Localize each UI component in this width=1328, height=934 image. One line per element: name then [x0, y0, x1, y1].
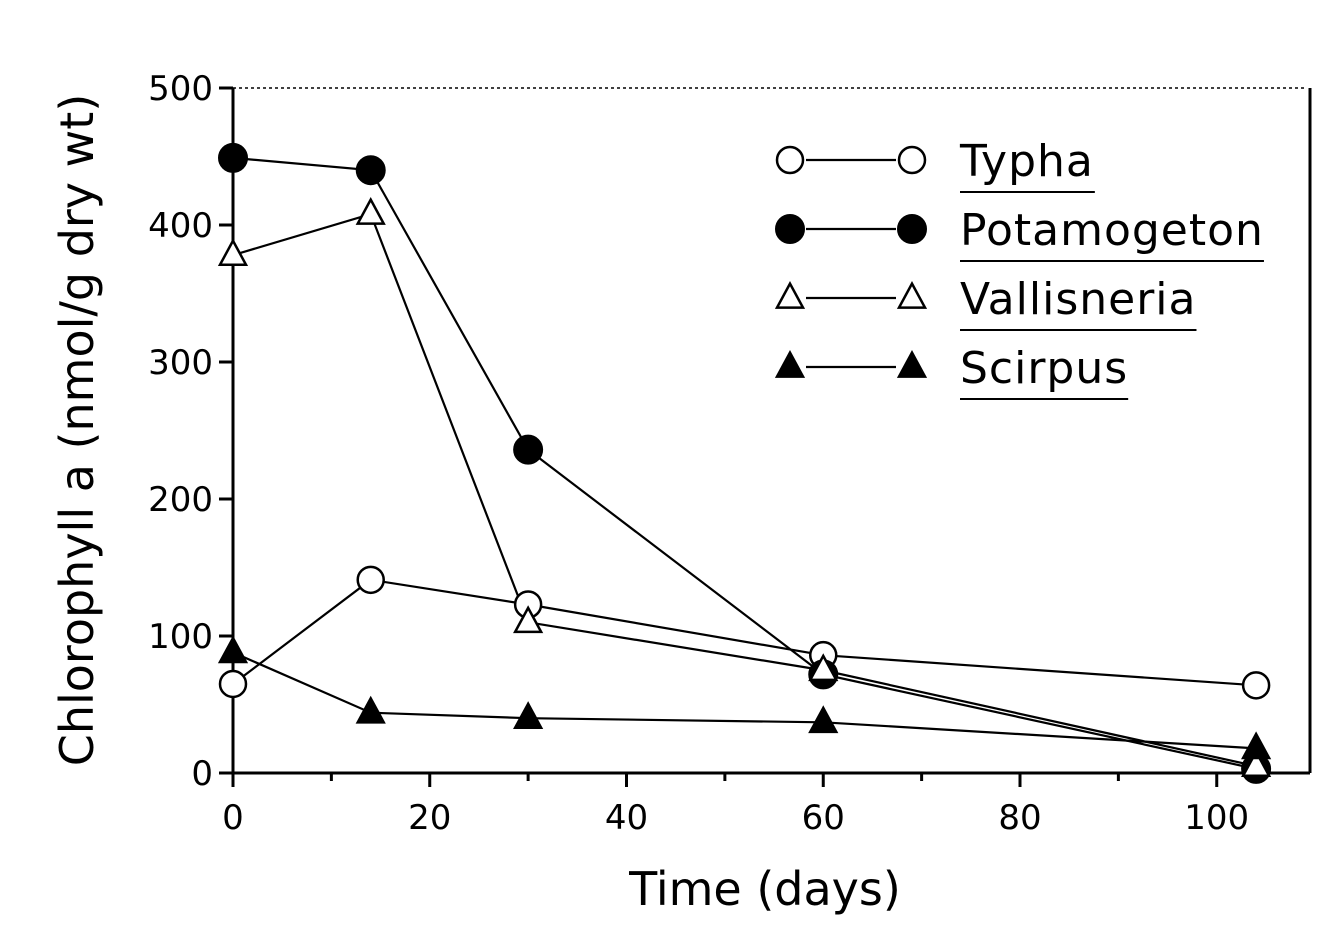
typha-line: [232, 578, 1257, 687]
legend-scirpus-label: Scirpus: [960, 343, 1128, 394]
axis-ticks: 0 100 200 300 400 500 0 20 40 60 80 100: [148, 69, 1249, 838]
y-tick-label: 400: [148, 206, 213, 246]
y-axis-title: Chlorophyll a (nmol/g dry wt): [50, 94, 104, 767]
y-tick-label: 0: [191, 754, 213, 794]
potamogeton-point: [355, 155, 386, 186]
legend-vallisneria-label: Vallisneria: [960, 274, 1196, 325]
scirpus-point: [355, 695, 386, 724]
y-tick-label: 200: [148, 480, 213, 520]
legend-typha-marker: [897, 145, 927, 175]
x-tick-label: 40: [605, 798, 648, 838]
x-tick-label: 80: [998, 798, 1041, 838]
x-tick-label: 0: [222, 798, 244, 838]
scirpus-point: [217, 635, 249, 664]
potamogeton-point: [513, 434, 544, 465]
scirpus-line: [232, 651, 1257, 750]
potamogeton-point: [218, 142, 248, 173]
vallisneria-point: [217, 238, 249, 266]
vallisneria-point: [808, 653, 839, 682]
y-tick-label: 100: [148, 617, 213, 657]
legend-vallisneria-marker: [774, 280, 806, 309]
x-axis-title: Time (days): [628, 862, 901, 916]
legend-potamogeton-label: Potamogeton: [960, 205, 1264, 256]
legend-scirpus-marker: [774, 349, 806, 378]
scirpus-point: [1241, 731, 1272, 760]
vallisneria-point: [355, 197, 386, 225]
x-tick-label: 20: [408, 798, 451, 838]
legend-vallisneria-marker: [896, 280, 928, 309]
vallisneria-point: [1241, 749, 1272, 777]
x-tick-label: 60: [802, 798, 845, 838]
y-tick-label: 500: [148, 69, 213, 109]
legend: Typha Potamogeton Vallisneria Scirpus: [774, 136, 1264, 400]
y-tick-label: 300: [148, 343, 213, 383]
plot-frame: [231, 87, 1312, 775]
series-markers: [217, 142, 1272, 784]
legend-typha-label: Typha: [959, 136, 1094, 187]
typha-point: [1241, 671, 1271, 700]
x-tick-label: 100: [1184, 798, 1249, 838]
legend-scirpus-marker: [896, 349, 928, 378]
typha-point: [356, 565, 385, 595]
legend-potamogeton-marker: [897, 214, 927, 244]
scirpus-point: [808, 705, 839, 734]
legend-potamogeton-marker: [775, 214, 805, 244]
scirpus-point: [513, 701, 544, 730]
vallisneria-point: [513, 605, 544, 634]
typha-point: [218, 669, 248, 699]
legend-typha-marker: [775, 145, 805, 175]
